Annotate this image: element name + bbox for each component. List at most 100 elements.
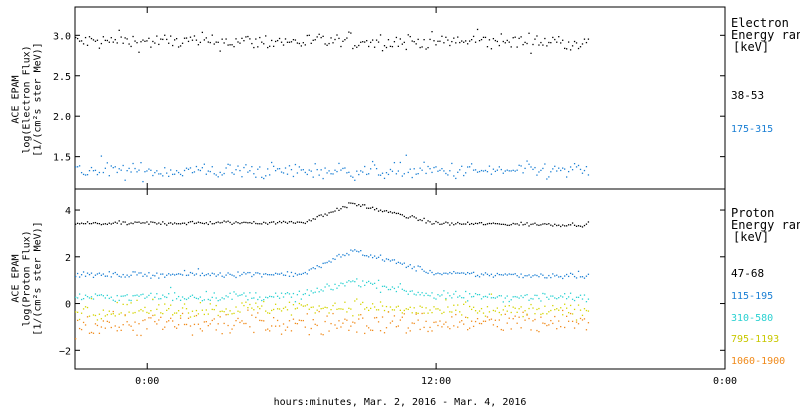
data-point xyxy=(247,299,249,301)
data-point xyxy=(368,45,370,48)
data-point xyxy=(126,321,128,323)
data-point xyxy=(263,177,265,180)
data-point xyxy=(114,221,116,223)
data-point xyxy=(282,323,285,325)
data-point xyxy=(205,222,207,224)
data-point xyxy=(229,164,231,166)
data-point xyxy=(308,294,310,296)
data-point xyxy=(249,271,251,274)
data-point xyxy=(183,303,186,305)
data-point xyxy=(172,320,174,322)
data-point xyxy=(401,263,403,265)
data-point xyxy=(146,275,148,277)
data-point xyxy=(104,327,106,329)
data-point xyxy=(257,312,259,314)
data-point xyxy=(362,280,364,282)
data-point xyxy=(575,296,578,298)
data-point xyxy=(447,174,449,176)
data-point xyxy=(306,313,308,315)
data-point xyxy=(522,276,524,279)
data-point xyxy=(150,169,152,171)
data-point xyxy=(269,295,271,298)
data-point xyxy=(225,167,227,169)
data-point xyxy=(215,221,217,224)
data-point xyxy=(401,43,403,45)
data-point xyxy=(352,202,354,205)
data-point xyxy=(251,297,253,300)
data-point xyxy=(318,214,320,217)
data-point xyxy=(140,308,142,311)
data-point xyxy=(371,303,374,305)
data-point xyxy=(276,295,279,297)
data-point xyxy=(322,35,324,37)
data-point xyxy=(354,203,356,205)
data-point xyxy=(142,319,144,322)
data-point xyxy=(468,305,471,308)
data-point xyxy=(195,222,198,224)
data-point xyxy=(478,293,481,296)
data-point xyxy=(409,264,411,266)
data-point xyxy=(397,305,400,307)
data-point xyxy=(451,272,453,275)
data-point xyxy=(75,311,77,313)
data-point xyxy=(461,272,463,274)
data-point xyxy=(368,327,370,329)
data-point xyxy=(160,316,162,318)
data-point xyxy=(579,309,582,311)
data-point xyxy=(294,39,297,41)
data-point xyxy=(451,162,453,165)
data-point xyxy=(318,291,320,293)
series-bottom-310-580 xyxy=(75,278,590,303)
data-point xyxy=(435,308,437,310)
data-point xyxy=(571,320,574,323)
data-point xyxy=(413,293,415,295)
data-point xyxy=(132,222,134,225)
data-point xyxy=(241,302,243,304)
data-point xyxy=(235,306,237,308)
data-point xyxy=(80,274,83,276)
data-point xyxy=(88,36,91,38)
data-point xyxy=(573,308,576,311)
data-point xyxy=(294,272,297,275)
data-point xyxy=(126,170,128,172)
data-point xyxy=(290,168,293,171)
data-point xyxy=(368,309,370,312)
data-point xyxy=(80,328,83,331)
data-point xyxy=(286,222,289,224)
data-point xyxy=(522,224,524,226)
data-point xyxy=(429,269,431,272)
data-point xyxy=(132,35,134,38)
data-point xyxy=(465,223,467,225)
data-point xyxy=(482,296,485,298)
data-point xyxy=(219,310,221,313)
data-point xyxy=(470,272,473,274)
data-point xyxy=(449,271,451,274)
data-point xyxy=(524,223,526,226)
data-point xyxy=(375,316,378,319)
data-point xyxy=(207,324,209,327)
data-point xyxy=(510,170,512,172)
data-point xyxy=(431,330,433,332)
data-point xyxy=(304,222,306,225)
data-point xyxy=(118,299,120,302)
data-point xyxy=(280,41,283,43)
data-point xyxy=(548,298,550,300)
data-point xyxy=(282,172,285,174)
data-point xyxy=(419,305,421,307)
data-point xyxy=(302,169,304,171)
data-point xyxy=(88,297,91,299)
data-point xyxy=(415,217,417,219)
data-point xyxy=(282,307,285,310)
data-point xyxy=(255,302,257,304)
data-point xyxy=(229,310,231,312)
data-point xyxy=(441,223,443,225)
data-point xyxy=(490,293,493,295)
data-point xyxy=(241,320,243,322)
data-point xyxy=(364,255,366,257)
data-point xyxy=(522,172,524,174)
data-point xyxy=(168,222,170,224)
data-point xyxy=(579,46,582,48)
data-point xyxy=(431,31,433,33)
data-point xyxy=(506,310,508,312)
data-point xyxy=(377,321,380,323)
